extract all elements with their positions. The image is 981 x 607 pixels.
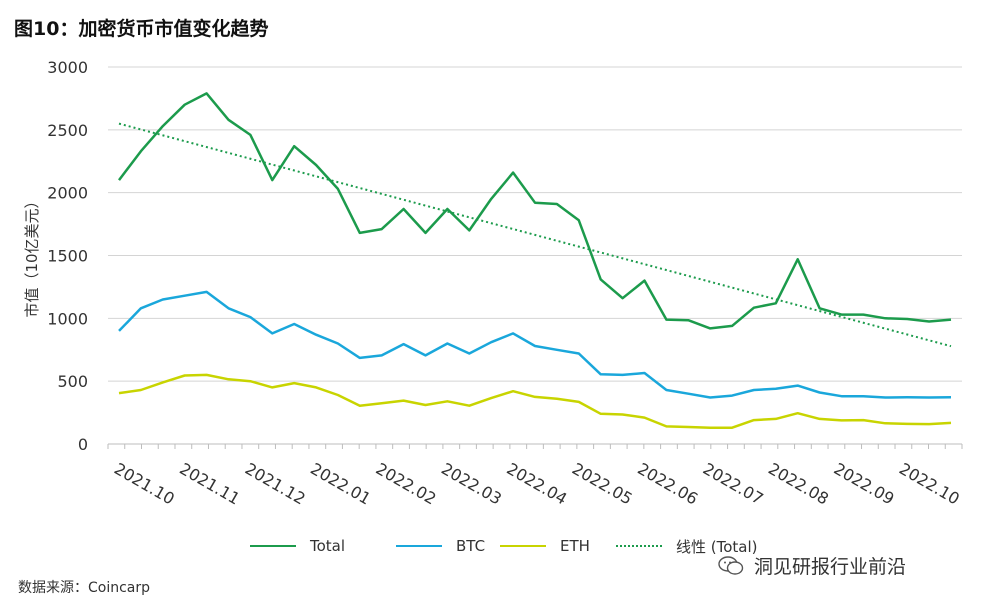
legend-swatch-total — [250, 545, 296, 547]
legend-swatch-trend — [616, 545, 662, 547]
legend-label-total: Total — [310, 537, 346, 555]
x-tick-label: 2022.07 — [700, 459, 767, 509]
x-tick-label: 2021.11 — [176, 459, 243, 509]
data-source: 数据来源：Coincarp — [18, 580, 151, 596]
y-tick-label: 1500 — [47, 247, 88, 266]
y-tick-label: 2000 — [47, 184, 88, 203]
legend-label-btc: BTC — [456, 537, 486, 555]
legend-item-trend: 线性 (Total) — [616, 535, 758, 557]
legend: Total BTC ETH 线性 (Total) — [250, 535, 810, 557]
y-axis-label: 市值（10亿美元） — [23, 193, 41, 317]
x-tick-label: 2022.05 — [569, 459, 636, 509]
y-tick-label: 1000 — [47, 309, 88, 328]
x-tick-label: 2021.10 — [111, 459, 178, 509]
series-line-total — [118, 92, 952, 330]
legend-label-trend: 线性 (Total) — [676, 537, 758, 556]
x-tick-label: 2022.10 — [896, 459, 963, 509]
x-tick-label: 2022.03 — [438, 459, 505, 509]
x-tick-label: 2022.01 — [307, 459, 374, 509]
legend-swatch-btc — [396, 545, 442, 547]
x-tick-label: 2022.06 — [634, 459, 701, 509]
x-tick-label: 2022.08 — [765, 459, 832, 509]
x-tick-label: 2022.04 — [504, 459, 571, 509]
watermark-text: 洞见研报行业前沿 — [754, 556, 907, 578]
series-line-total — [118, 122, 952, 348]
legend-item-eth: ETH — [500, 535, 590, 557]
legend-item-total: Total — [250, 535, 345, 557]
y-tick-label: 0 — [78, 435, 88, 454]
wechat-icon — [718, 555, 744, 575]
legend-item-btc: BTC — [396, 535, 485, 557]
series-line-eth — [118, 373, 952, 429]
x-tick-label: 2022.09 — [831, 459, 898, 509]
legend-swatch-eth — [500, 545, 546, 547]
y-tick-label: 500 — [57, 372, 88, 391]
y-tick-label: 3000 — [47, 58, 88, 77]
legend-label-eth: ETH — [560, 537, 590, 555]
y-tick-label: 2500 — [47, 121, 88, 140]
x-tick-label: 2022.02 — [373, 459, 440, 509]
series-line-btc — [118, 290, 952, 399]
x-tick-label: 2021.12 — [242, 459, 309, 509]
watermark: 洞见研报行业前沿 — [718, 552, 906, 579]
chart-title: 图10：加密货币市值变化趋势 — [14, 18, 269, 40]
